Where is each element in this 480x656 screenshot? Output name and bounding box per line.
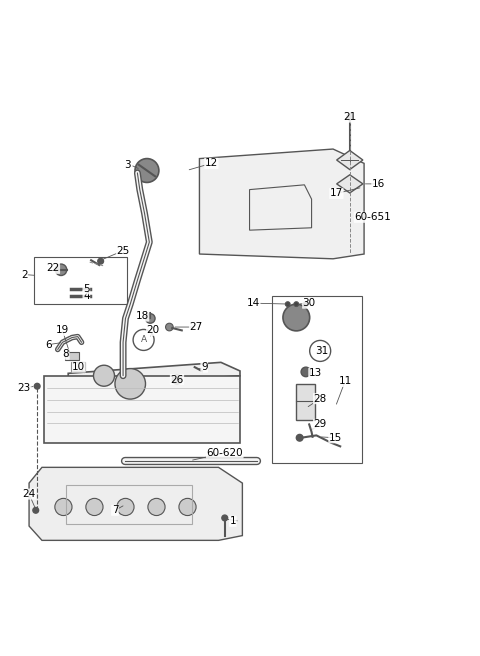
Text: 20: 20: [146, 325, 160, 335]
Circle shape: [117, 499, 134, 516]
Bar: [296, 384, 315, 420]
Polygon shape: [199, 149, 364, 259]
Text: 2: 2: [21, 270, 28, 279]
Text: 27: 27: [190, 322, 203, 332]
Text: 8: 8: [62, 349, 69, 359]
Text: 21: 21: [343, 112, 356, 122]
Text: 19: 19: [56, 325, 69, 335]
Bar: [44, 376, 240, 443]
Bar: [34, 257, 127, 304]
Text: 12: 12: [205, 158, 218, 169]
Circle shape: [296, 434, 303, 441]
Text: 28: 28: [313, 394, 327, 403]
Bar: [273, 296, 362, 462]
Text: 7: 7: [112, 505, 118, 516]
Text: 11: 11: [338, 377, 352, 386]
Circle shape: [285, 302, 290, 306]
Text: 1: 1: [229, 516, 236, 526]
Circle shape: [33, 508, 38, 513]
Circle shape: [55, 499, 72, 516]
Text: 17: 17: [330, 188, 343, 198]
Text: 18: 18: [135, 311, 149, 321]
Text: A: A: [141, 335, 147, 344]
Circle shape: [179, 499, 196, 516]
Text: 5: 5: [83, 284, 90, 294]
Circle shape: [310, 340, 331, 361]
Circle shape: [98, 258, 104, 264]
Text: 22: 22: [46, 263, 60, 274]
Text: 9: 9: [201, 362, 207, 372]
Polygon shape: [336, 174, 363, 193]
Text: 13: 13: [309, 368, 322, 379]
Circle shape: [86, 499, 103, 516]
Circle shape: [133, 329, 154, 350]
Circle shape: [55, 264, 67, 276]
Text: 24: 24: [23, 489, 36, 499]
Circle shape: [301, 367, 311, 377]
Circle shape: [303, 302, 308, 306]
Polygon shape: [336, 150, 363, 169]
Circle shape: [135, 159, 159, 182]
Text: 16: 16: [372, 179, 385, 189]
Circle shape: [94, 365, 115, 386]
Bar: [65, 352, 79, 360]
Polygon shape: [29, 467, 242, 541]
Circle shape: [148, 499, 165, 516]
Bar: [71, 362, 85, 371]
Text: 26: 26: [170, 375, 184, 384]
Text: 6: 6: [45, 340, 51, 350]
Text: 25: 25: [117, 246, 130, 256]
Text: 15: 15: [329, 433, 342, 443]
Text: 60-620: 60-620: [206, 448, 243, 458]
Text: 14: 14: [247, 298, 260, 308]
Text: 10: 10: [72, 362, 85, 372]
Circle shape: [294, 302, 299, 306]
Text: 30: 30: [302, 298, 316, 308]
Circle shape: [34, 383, 40, 389]
Circle shape: [283, 304, 310, 331]
Text: 31: 31: [315, 346, 329, 356]
Text: 3: 3: [124, 160, 131, 170]
Circle shape: [222, 515, 228, 521]
Text: 60-651: 60-651: [354, 213, 391, 222]
Text: A: A: [317, 346, 323, 356]
Polygon shape: [68, 362, 240, 388]
Text: 23: 23: [18, 382, 31, 393]
Text: 29: 29: [313, 419, 327, 430]
Bar: [66, 485, 192, 523]
Text: 4: 4: [83, 291, 90, 300]
Circle shape: [115, 369, 145, 399]
Circle shape: [166, 323, 173, 331]
Circle shape: [172, 375, 182, 384]
Circle shape: [347, 114, 353, 120]
Circle shape: [145, 314, 155, 323]
